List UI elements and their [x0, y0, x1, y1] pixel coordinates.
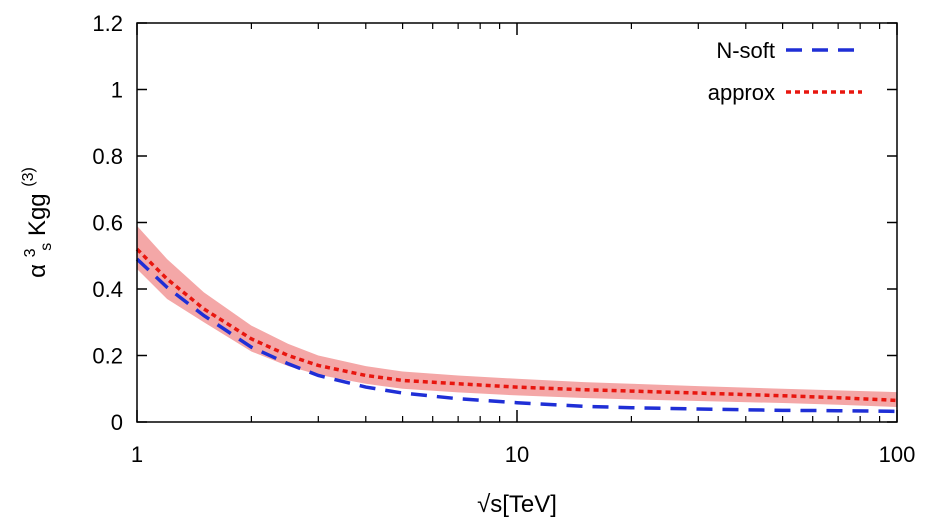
x-axis-label: √s[TeV] [477, 491, 557, 518]
y-label-alpha-sub: s [38, 243, 55, 251]
series-layer [135, 247, 898, 414]
legend: N-soft approx [708, 38, 862, 105]
legend-label-n-soft: N-soft [716, 38, 775, 63]
uncertainty-band [137, 225, 897, 408]
x-tick-label: 1 [131, 442, 143, 467]
legend-label-approx: approx [708, 80, 775, 105]
y-label-alpha-sup: 3 [22, 248, 39, 257]
y-label-alpha: α [24, 264, 51, 278]
y-label-sup: (3) [20, 167, 37, 187]
x-tick-label: 10 [505, 442, 529, 467]
y-label-main: Kgg [24, 193, 51, 236]
y-axis-label: α 3 s Kgg (3) [14, 167, 57, 278]
plot-frame [136, 22, 898, 423]
uncertainty-band-layer [137, 225, 897, 408]
y-tick-label: 0.8 [92, 144, 123, 169]
y-tick-label: 0.6 [92, 211, 123, 236]
y-tick-label: 0 [111, 410, 123, 435]
y-tick-label: 0.4 [92, 277, 123, 302]
svg-text:α 3 s Kgg: α 3 s Kgg (3) [14, 167, 57, 278]
y-tick-label: 1 [111, 78, 123, 103]
series-line-n-soft [135, 257, 898, 414]
y-tick-label: 1.2 [92, 11, 123, 36]
y-tick-label: 0.2 [92, 344, 123, 369]
x-tick-label: 100 [879, 442, 916, 467]
ticks-layer: 0 0.2 0.4 0.6 0.8 1 1.2 1 10 100 [92, 11, 915, 467]
series-line-approx [135, 247, 898, 403]
